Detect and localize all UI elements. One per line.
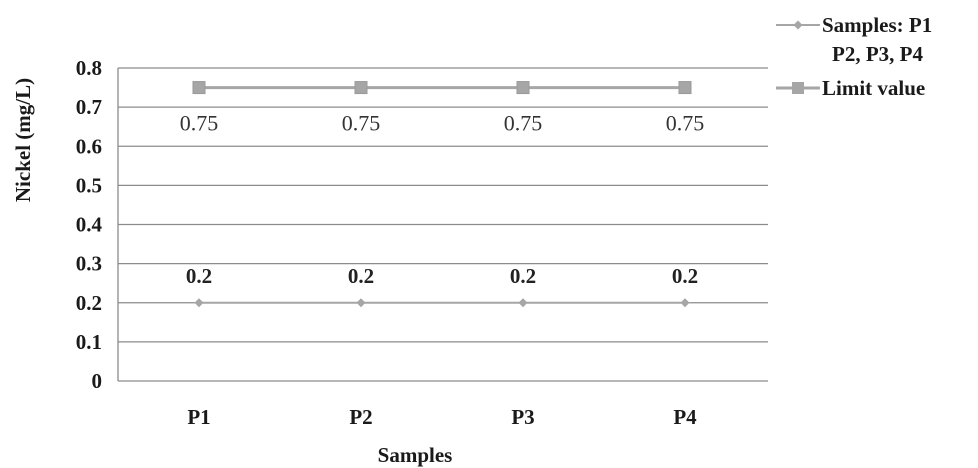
- gridlines: [118, 67, 768, 343]
- legend-samples-marker: [793, 20, 803, 30]
- limit-value-marker: [516, 81, 530, 95]
- y-tick-label: 0.2: [76, 291, 102, 315]
- x-tick-label: P2: [349, 405, 372, 429]
- y-axis-title: Nickel (mg/L): [11, 78, 35, 202]
- y-tick-label: 0: [92, 369, 103, 393]
- sample-data-label: 0.2: [510, 264, 536, 288]
- limit-data-label: 0.75: [666, 111, 705, 136]
- legend: Samples: P1 P2, P3, P4 Limit value: [776, 13, 932, 100]
- x-axis-title: Samples: [378, 443, 453, 467]
- sample-data-label: 0.2: [672, 264, 698, 288]
- sample-marker: [518, 298, 528, 308]
- sample-data-label: 0.2: [348, 264, 374, 288]
- axes: 0 0.1 0.2 0.3 0.4 0.5 0.6 0.7 0.8 P1 P2 P3 P4: [76, 56, 768, 429]
- limit-value-marker: [192, 81, 206, 95]
- legend-entry-label: Limit value: [822, 76, 925, 100]
- y-tick-label: 0.5: [76, 173, 102, 197]
- sample-marker: [194, 298, 204, 308]
- y-tick-label: 0.8: [76, 56, 102, 80]
- limit-data-label: 0.75: [180, 111, 219, 136]
- limit-data-label: 0.75: [504, 111, 543, 136]
- limit-value-marker: [354, 81, 368, 95]
- y-tick-label: 0.4: [76, 213, 103, 237]
- legend-entry-label: Samples: P1: [822, 13, 932, 37]
- plot-series: [192, 81, 692, 308]
- legend-entry-label: P2, P3, P4: [832, 42, 923, 66]
- x-tick-label: P4: [673, 405, 697, 429]
- limit-data-label: 0.75: [342, 111, 381, 136]
- y-tick-label: 0.6: [76, 134, 102, 158]
- x-tick-label: P3: [511, 405, 534, 429]
- y-tick-label: 0.3: [76, 252, 102, 276]
- data-labels: 0.2 0.2 0.2 0.2 0.75 0.75 0.75 0.75: [180, 111, 705, 288]
- x-tick-label: P1: [187, 405, 210, 429]
- y-tick-label: 0.7: [76, 95, 102, 119]
- legend-limit-marker: [792, 82, 804, 94]
- sample-marker: [356, 298, 366, 308]
- sample-marker: [680, 298, 690, 308]
- sample-data-label: 0.2: [186, 264, 212, 288]
- y-tick-label: 0.1: [76, 330, 102, 354]
- limit-value-marker: [678, 81, 692, 95]
